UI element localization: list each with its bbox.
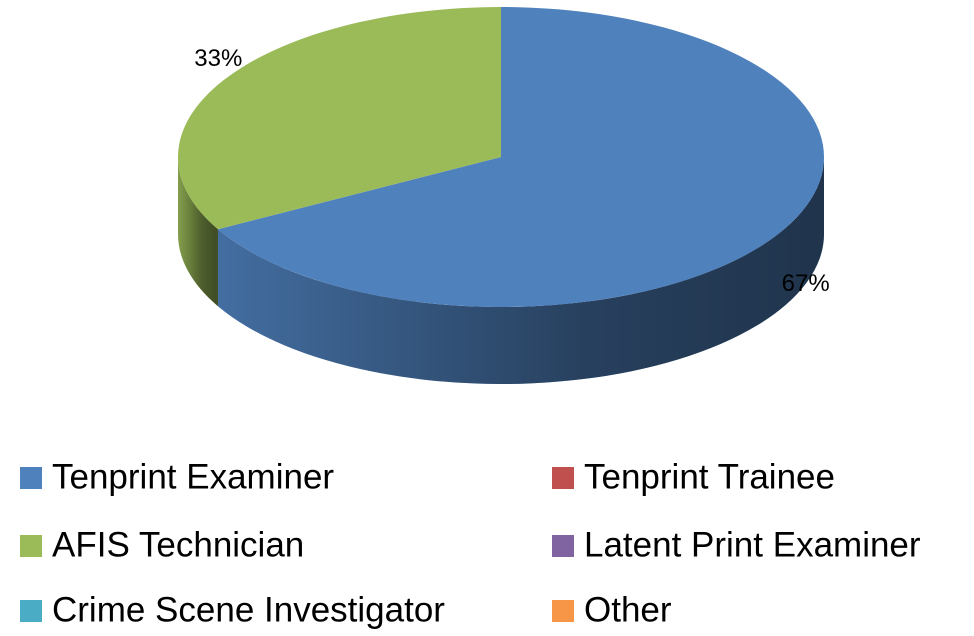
value-labels: 67% 33%: [194, 45, 829, 297]
legend-label: Tenprint Trainee: [584, 457, 835, 496]
legend-swatch: [20, 535, 42, 557]
value-label: 67%: [782, 270, 830, 297]
legend-swatch: [552, 535, 574, 557]
legend-label: Tenprint Examiner: [52, 457, 334, 496]
legend: Tenprint Examiner Tenprint Trainee AFIS Te…: [20, 457, 921, 629]
pie-sides: [178, 157, 824, 384]
pie-tops: [178, 7, 824, 307]
legend-label: Crime Scene Investigator: [52, 590, 445, 629]
pie-slice: [217, 7, 824, 307]
legend-label: Latent Print Examiner: [584, 525, 921, 564]
legend-swatch: [552, 600, 574, 622]
legend-label: AFIS Technician: [52, 525, 304, 564]
pie-slice: [178, 7, 502, 230]
value-label: 33%: [194, 45, 242, 72]
legend-swatch: [20, 600, 42, 622]
pie-side-shade: [178, 157, 218, 307]
pie-side-shade: [217, 157, 824, 384]
legend-swatch: [552, 467, 574, 489]
legend-swatch: [20, 467, 42, 489]
legend-label: Other: [584, 590, 672, 629]
